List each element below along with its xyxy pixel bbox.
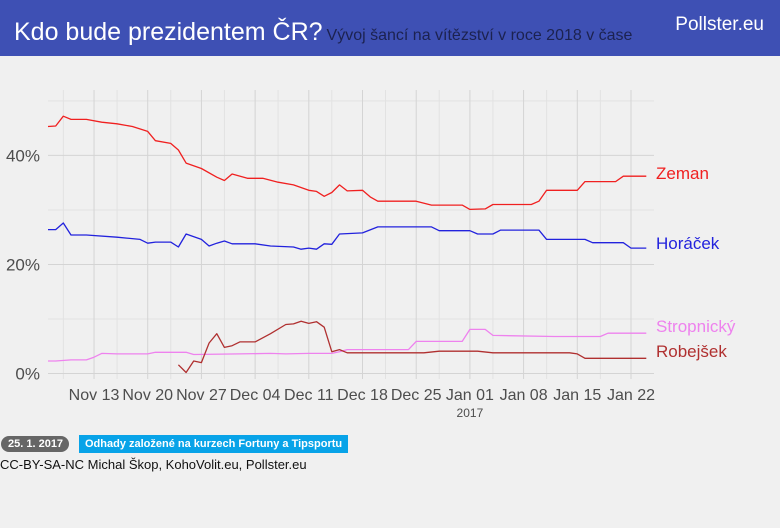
chart-header: Kdo bude prezidentem ČR? Vývoj šancí na v… [0,0,780,56]
series-label: Robejšek [656,342,727,361]
x-tick-label: Dec 18 [337,387,388,404]
x-tick-label: Dec 25 [391,387,442,404]
x-tick-label: Jan 22 [607,387,655,404]
x-tick-label: Jan 08 [500,387,548,404]
series-line [47,115,647,211]
chart-footer: 25. 1. 2017 Odhady založené na kurzech F… [0,434,780,474]
y-tick-label: 40% [6,146,40,165]
x-tick-label: Jan 15 [553,387,601,404]
chart-title: Kdo bude prezidentem ČR? [14,18,323,46]
line-chart: Nov 13 Nov 20 Nov 27 Dec 04 Dec 11 Dec 18 Dec … [6,90,736,420]
x-tick-label: Dec 11 [284,387,334,404]
series-label: Stropnický [656,317,736,336]
x-tick-label: Nov 13 [69,387,120,404]
chart-title-block: Kdo bude prezidentem ČR? Vývoj šancí na v… [14,18,632,50]
y-tick-label: 20% [6,255,40,274]
date-badge: 25. 1. 2017 [1,436,70,452]
x-year-label: 2017 [457,406,484,420]
method-note-badge: Odhady založené na kurzech Fortuny a Tip… [79,435,349,453]
x-tick-label: Nov 20 [122,387,173,404]
series-label: Zeman [656,164,709,183]
x-tick-label: Nov 27 [176,387,227,404]
series-label: Horáček [656,234,720,253]
brand-logo-text[interactable]: Pollster.eu [675,14,764,35]
series-line [48,328,647,362]
series-line [177,320,647,374]
x-tick-label: Jan 01 [446,387,494,404]
y-tick-label: 0% [15,365,40,384]
credits-text: CC-BY-SA-NC Michal Škop, KohoVolit.eu, P… [0,457,307,472]
chart-subtitle: Vývoj šancí na vítězství v roce 2018 v č… [326,27,633,44]
series-line [48,222,647,250]
x-tick-label: Dec 04 [230,387,281,404]
